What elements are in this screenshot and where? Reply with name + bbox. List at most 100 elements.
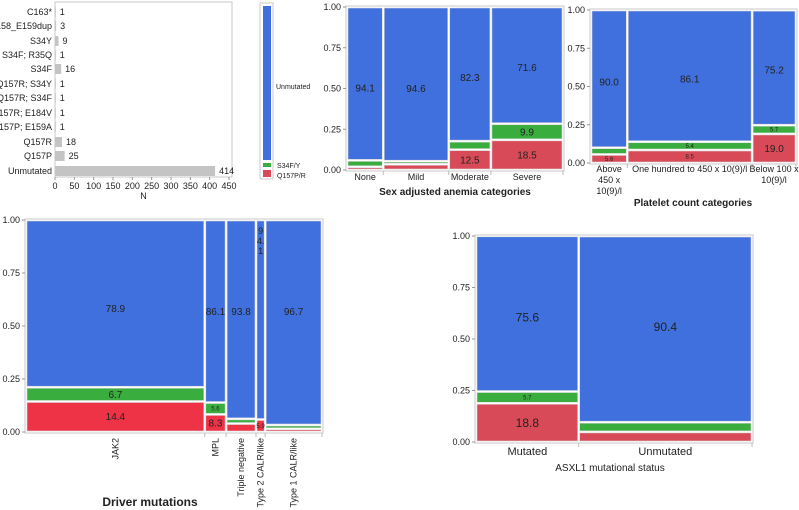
mosaic-segment-s34f-y (476, 392, 578, 403)
mosaic-segment-q157p-r (579, 432, 752, 442)
mosaic-segment-unmutated (449, 7, 491, 141)
mosaic-value-label: 71.6 (517, 63, 537, 74)
mosaic-segment-s34f-y (591, 148, 627, 154)
legend-swatch-unmutated (263, 6, 271, 160)
bar-value-label: 1 (60, 93, 65, 103)
x-tick-label: 400 (202, 181, 217, 191)
mosaic-segment-q157p-r (491, 140, 563, 170)
x-axis-title: Driver mutations (102, 495, 198, 509)
x-category-label: 10(9)/l (761, 175, 787, 185)
x-category-label: Mild (408, 172, 425, 182)
bar-category-label: Y158_E159dup (0, 21, 52, 31)
y-tick-label: 0.25 (2, 374, 20, 384)
bar (55, 36, 59, 46)
x-category-label: Type 1 CALR/like (289, 438, 299, 508)
y-tick-label: 0.75 (2, 268, 20, 278)
bar-category-label: Q157P (24, 151, 52, 161)
bar-category-label: S34F (30, 64, 52, 74)
x-category-label: One hundred to 450 x 10(9)/l (632, 164, 747, 174)
y-tick-label: 0.75 (452, 283, 470, 293)
legend-swatch-q157pr (263, 170, 271, 177)
y-tick-label: 0.50 (2, 321, 20, 331)
mosaic-value-label: 8.3 (208, 419, 222, 430)
y-tick-label: 0.50 (567, 82, 585, 92)
mosaic-segment-q157p-r (752, 134, 796, 163)
mosaic-value-label: 90.0 (599, 78, 619, 89)
bar (55, 151, 65, 161)
mosaic-segment-q157p-r (226, 424, 256, 432)
bar-value-label: 1 (60, 122, 65, 132)
bar (55, 166, 216, 176)
x-category-label: None (354, 172, 376, 182)
mosaic-segment-s34f-y (26, 387, 205, 401)
legend-label: Unmutated (276, 84, 310, 91)
bar-category-label: Q157R; E184V (0, 108, 52, 118)
mosaic-segment-s34f-y (752, 125, 796, 134)
mosaic-value-label: 5.9 (256, 424, 265, 430)
mosaic-value-label: 18.8 (516, 416, 540, 430)
x-category-label: Above (596, 164, 622, 174)
mosaic-segment-q157p-r (265, 429, 322, 432)
bar-value-label: 1 (60, 7, 65, 17)
mosaic-value-label: 9.9 (520, 127, 534, 138)
legend-swatch-s34fy (263, 163, 271, 167)
bar (55, 21, 57, 31)
x-tick-label: 50 (69, 181, 79, 191)
mosaic-value-label: 75.6 (516, 310, 540, 324)
legend-label: S34F/Y (277, 163, 301, 170)
y-tick-label: 1.00 (567, 5, 585, 15)
color-legend: Unmutated S34F/Y Q157P/R (259, 2, 310, 180)
x-tick-label: 450 (221, 181, 236, 191)
mosaic-value-label: 12.5 (460, 155, 480, 166)
x-axis-title: N (140, 191, 147, 201)
x-tick-label: 300 (163, 181, 178, 191)
x-tick-label: 250 (144, 181, 159, 191)
mosaic-segment-q157p-r (591, 155, 627, 163)
mosaic-value-label: 90.4 (654, 320, 678, 334)
bar-category-label: Q157R; S34Y (0, 79, 52, 89)
y-tick-label: 0.00 (452, 437, 470, 447)
label-part: 9 (258, 226, 263, 236)
x-tick-label: 0 (52, 181, 57, 191)
mosaic-segment-q157p-r (383, 164, 449, 170)
label-part: 1 (258, 246, 263, 256)
mosaic-segment-s34f-y (347, 161, 383, 167)
bar (55, 122, 56, 132)
bar (55, 79, 56, 89)
y-tick-label: 0.50 (452, 334, 470, 344)
y-tick-label: 0.00 (567, 158, 585, 168)
y-tick-label: 1.00 (2, 215, 20, 225)
x-category-label: 450 x (598, 175, 621, 185)
x-category-label: Severe (513, 172, 542, 182)
x-category-label: JAK2 (110, 438, 120, 460)
x-category-label: 10(9)/l (596, 186, 622, 196)
bar-value-label: 1 (60, 108, 65, 118)
mosaic-segment-q157p-r (347, 167, 383, 170)
label-part: 4. (257, 236, 265, 246)
plot-frame (54, 1, 233, 178)
mosaic-segment-q157p-r (627, 150, 752, 163)
x-tick-label: 200 (125, 181, 140, 191)
mosaic-value-label: 19.0 (764, 144, 784, 155)
bar-value-label: 9 (62, 36, 67, 46)
mosaic-segment-q157p-r (26, 402, 205, 432)
bar (55, 108, 56, 118)
legend-label: Q157P/R (277, 173, 306, 180)
mosaic-segment-s34f-y (265, 425, 322, 429)
y-tick-label: 0.75 (323, 43, 341, 53)
mosaic-segment-unmutated (383, 7, 449, 161)
x-tick-label: 350 (183, 181, 198, 191)
bar (55, 137, 62, 147)
x-tick-label: 100 (86, 181, 101, 191)
mosaic-value-label: 5.6 (211, 407, 220, 413)
asxl1-mosaic-chart: 0.00 0.25 0.50 0.75 1.00 18.8 5.7 75.6 Mutated 90… (452, 231, 754, 474)
x-category-label: Triple negative (236, 438, 246, 497)
y-tick-label: 1.00 (323, 2, 341, 12)
x-tick-label: 150 (105, 181, 120, 191)
mosaic-value-label: 5.4 (686, 144, 695, 150)
bar-value-label: 414 (219, 166, 234, 176)
bar-category-label: Q157R (23, 137, 52, 147)
